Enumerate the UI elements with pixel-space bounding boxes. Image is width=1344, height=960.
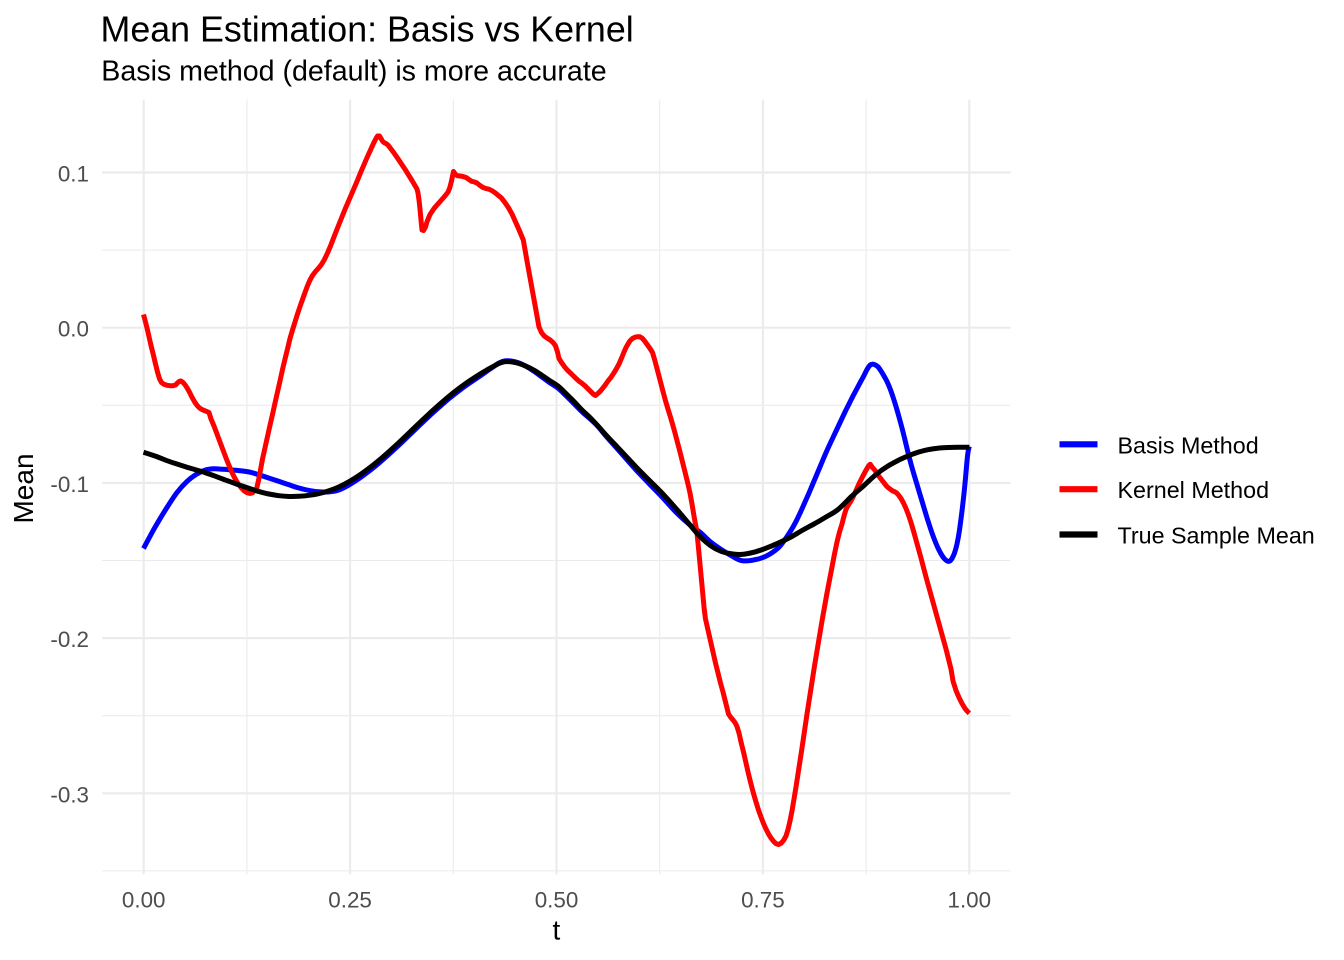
svg-text:1.00: 1.00 (948, 887, 992, 912)
svg-text:Basis method (default) is more: Basis method (default) is more accurate (101, 55, 606, 87)
svg-text:0.75: 0.75 (741, 887, 785, 912)
svg-text:Kernel Method: Kernel Method (1118, 477, 1270, 503)
svg-text:True Sample Mean: True Sample Mean (1118, 523, 1315, 549)
svg-text:t: t (553, 915, 561, 946)
svg-text:Mean: Mean (8, 453, 39, 523)
svg-text:-0.3: -0.3 (50, 782, 89, 807)
svg-text:-0.2: -0.2 (50, 627, 89, 652)
svg-text:-0.1: -0.1 (50, 472, 89, 497)
svg-text:0.0: 0.0 (58, 317, 89, 342)
svg-text:Basis Method: Basis Method (1118, 432, 1259, 458)
svg-text:0.50: 0.50 (535, 887, 579, 912)
svg-text:Mean Estimation: Basis vs Kern: Mean Estimation: Basis vs Kernel (101, 9, 634, 49)
svg-text:0.1: 0.1 (58, 162, 89, 187)
svg-text:0.00: 0.00 (122, 887, 166, 912)
svg-text:0.25: 0.25 (328, 887, 372, 912)
